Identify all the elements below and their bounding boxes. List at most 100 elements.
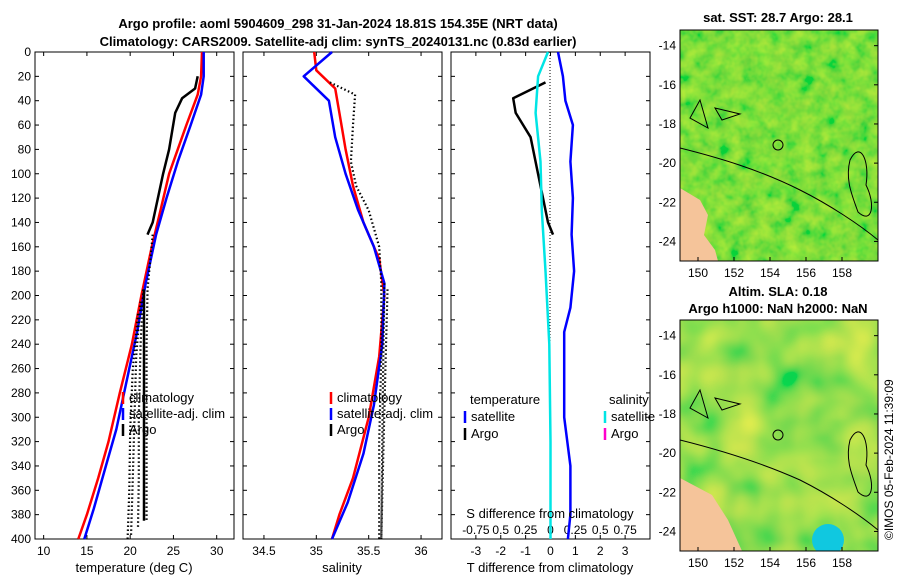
temperature-axes bbox=[34, 51, 235, 540]
xtick-label: 25 bbox=[167, 544, 181, 558]
ytick-label: 320 bbox=[11, 435, 31, 449]
ytick-label: 140 bbox=[11, 215, 31, 229]
legend-heading-temperature: temperature bbox=[470, 392, 540, 407]
ytick-label: 160 bbox=[11, 240, 31, 254]
sla-argo-marker bbox=[772, 429, 784, 441]
ytick-label: 20 bbox=[18, 69, 32, 83]
xtick-label: -2 bbox=[495, 544, 506, 558]
sst-island bbox=[847, 151, 873, 217]
sst-xticks: 150 152 154 156 158 bbox=[688, 257, 852, 280]
map-ytick-label: -14 bbox=[659, 39, 677, 53]
series-temperature-argo bbox=[511, 81, 555, 236]
sla-contour-1 bbox=[680, 439, 878, 531]
xtick-label: 10 bbox=[37, 544, 51, 558]
map-xtick-label: 154 bbox=[760, 266, 780, 280]
series-climatology bbox=[77, 51, 204, 540]
ytick-label: 380 bbox=[11, 508, 31, 522]
salinity-xlabel: salinity bbox=[322, 560, 362, 575]
sla-island bbox=[847, 431, 873, 497]
series-satellite-adj-clim bbox=[302, 51, 386, 540]
x2tick-label: 0.5 bbox=[492, 523, 509, 537]
ytick-label: 80 bbox=[18, 142, 32, 156]
map-xtick-label: 150 bbox=[688, 556, 708, 570]
map-ytick-label: -22 bbox=[659, 485, 677, 499]
legend-entry: Argo bbox=[611, 426, 638, 441]
legend-entry: climatology bbox=[129, 390, 195, 405]
x2tick-label: 0.5 bbox=[592, 523, 609, 537]
sst-yticks: -14 -16 -18 -20 -22 -24 bbox=[659, 39, 878, 248]
title-line-2: Climatology: CARS2009. Satellite-adj cli… bbox=[100, 34, 577, 49]
sla-map: Altim. SLA: 0.18 Argo h1000: NaN h2000: … bbox=[659, 284, 879, 570]
ytick-label: 100 bbox=[11, 167, 31, 181]
map-ytick-label: -18 bbox=[659, 407, 677, 421]
sla-low-anomaly bbox=[812, 524, 844, 551]
legend-entry: Argo bbox=[129, 422, 156, 437]
title-line-1: Argo profile: aoml 5904609_298 31-Jan-20… bbox=[118, 16, 557, 31]
ytick-label: 0 bbox=[24, 45, 31, 59]
xtick-label: 34.5 bbox=[252, 544, 276, 558]
ytick-label: 180 bbox=[11, 264, 31, 278]
ytick-label: 40 bbox=[18, 94, 32, 108]
map-ytick-label: -20 bbox=[659, 156, 677, 170]
ytick-label: 340 bbox=[11, 459, 31, 473]
series-argo-dotted-3 bbox=[129, 301, 142, 537]
sla-map-title-2: Argo h1000: NaN h2000: NaN bbox=[688, 301, 867, 316]
x2tick-label: -0.75 bbox=[462, 523, 490, 537]
sst-argo-marker bbox=[772, 139, 784, 151]
difference-x2label: S difference from climatology bbox=[466, 506, 634, 521]
xtick-label: 2 bbox=[597, 544, 604, 558]
sst-axes bbox=[679, 29, 879, 262]
xtick-label: 3 bbox=[622, 544, 629, 558]
series-salinity-satellite bbox=[534, 51, 552, 539]
map-xtick-label: 158 bbox=[832, 556, 852, 570]
ytick-label: 60 bbox=[18, 118, 32, 132]
watermark: ©IMOS 05-Feb-2024 11:39:09 bbox=[882, 379, 896, 540]
map-xtick-label: 158 bbox=[832, 266, 852, 280]
ytick-label: 240 bbox=[11, 337, 31, 351]
map-ytick-label: -16 bbox=[659, 368, 677, 382]
temperature-xlabel: temperature (deg C) bbox=[75, 560, 192, 575]
x2tick-label: 0.75 bbox=[613, 523, 637, 537]
sla-land bbox=[680, 478, 742, 551]
sst-land bbox=[680, 188, 718, 261]
map-ytick-label: -20 bbox=[659, 446, 677, 460]
map-ytick-label: -22 bbox=[659, 195, 677, 209]
sst-texture bbox=[680, 30, 878, 261]
xtick-label: -1 bbox=[520, 544, 531, 558]
map-ytick-label: -24 bbox=[659, 524, 677, 538]
map-xtick-label: 154 bbox=[760, 556, 780, 570]
legend-entry: Argo bbox=[471, 426, 498, 441]
ytick-label: 220 bbox=[11, 313, 31, 327]
difference-xlabel: T difference from climatology bbox=[467, 560, 634, 575]
xtick-label: 0 bbox=[547, 544, 554, 558]
map-xtick-label: 156 bbox=[796, 266, 816, 280]
xtick-label: -3 bbox=[471, 544, 482, 558]
xtick-label: 1 bbox=[572, 544, 579, 558]
legend-entry: Argo bbox=[337, 422, 364, 437]
legend-entry: satellite-adj. clim bbox=[337, 406, 433, 421]
legend-entry: satellite bbox=[611, 409, 655, 424]
xtick-label: 36 bbox=[414, 544, 428, 558]
xtick-label: 30 bbox=[210, 544, 224, 558]
sla-xticks: 150 152 154 156 158 bbox=[688, 547, 852, 570]
ytick-label: 260 bbox=[11, 362, 31, 376]
sla-axes bbox=[679, 319, 879, 552]
sla-reefs bbox=[689, 388, 742, 420]
map-xtick-label: 152 bbox=[724, 266, 744, 280]
xtick-label: 35.5 bbox=[357, 544, 381, 558]
map-xtick-label: 156 bbox=[796, 556, 816, 570]
sla-map-title-1: Altim. SLA: 0.18 bbox=[729, 284, 828, 299]
difference-panel: -3 -2 -1 0 1 2 3-0.75 0.5 0.25 0 0.25 0.5 0.75temper… bbox=[450, 51, 655, 558]
series-argo-dotted-4 bbox=[126, 313, 140, 540]
map-xtick-label: 152 bbox=[724, 556, 744, 570]
sst-map-title: sat. SST: 28.7 Argo: 28.1 bbox=[703, 10, 853, 25]
sst-map: sat. SST: 28.7 Argo: 28.1 150 152 154 156 15… bbox=[659, 10, 879, 280]
legend-entry: satellite bbox=[471, 409, 515, 424]
legend-entry: satellite-adj. clim bbox=[129, 406, 225, 421]
ytick-label: 300 bbox=[11, 410, 31, 424]
map-ytick-label: -18 bbox=[659, 117, 677, 131]
x2tick-label: 0.25 bbox=[514, 523, 538, 537]
map-xtick-label: 150 bbox=[688, 266, 708, 280]
sst-contour-1 bbox=[680, 147, 878, 241]
